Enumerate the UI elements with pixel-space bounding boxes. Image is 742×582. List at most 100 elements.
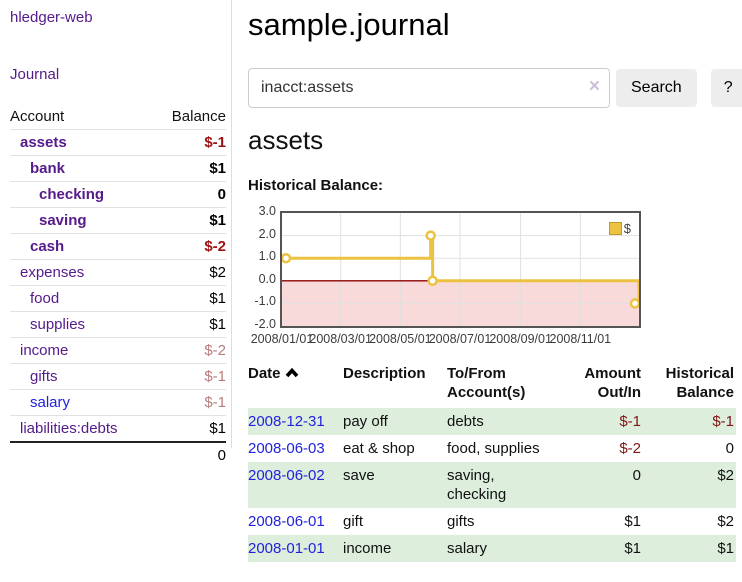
sidebar-account-row: expenses $2 [10, 259, 226, 285]
page-title: sample.journal [248, 7, 450, 42]
register-cell-balance: $-1 [712, 413, 734, 430]
chart-data-point [425, 230, 436, 241]
sort-ascending-icon [285, 364, 299, 383]
search-input[interactable] [248, 68, 610, 108]
register-cell-accounts: debts [447, 413, 484, 430]
sidebar-account-link[interactable]: assets [20, 134, 67, 151]
sidebar-account-balance: $1 [209, 420, 226, 437]
register-cell-accounts: salary [447, 540, 488, 557]
sidebar-account-row: saving $1 [10, 207, 226, 233]
search-button[interactable]: Search [616, 69, 697, 107]
search-form: × Search ? [248, 68, 742, 108]
register-header-balance: Historical Balance [665, 365, 734, 401]
sidebar-account-link[interactable]: salary [30, 394, 71, 411]
register-cell-accounts: food, supplies [447, 440, 540, 457]
y-axis-tick-label: 3.0 [258, 204, 276, 218]
register-cell-accounts: saving, checking [447, 467, 507, 503]
register-cell-balance: $1 [717, 540, 734, 557]
sidebar: hledger-web Journal Account Balance asse… [0, 0, 232, 464]
help-button[interactable]: ? [710, 69, 742, 107]
register-row: 2008-12-31 pay off debts $-1 $-1 [248, 408, 736, 435]
register-cell-description: save [343, 467, 375, 484]
sidebar-account-row: salary $-1 [10, 389, 226, 415]
sidebar-account-link[interactable]: supplies [30, 316, 86, 333]
sidebar-account-row: income $-2 [10, 337, 226, 363]
sidebar-account-balance: $-1 [204, 368, 226, 385]
accounts-table: Account Balance assets $-1 bank $1 checking 0… [10, 104, 226, 468]
register-header-accounts: To/From Account(s) [447, 365, 526, 401]
register-date-link[interactable]: 2008-06-01 [248, 513, 325, 530]
sidebar-account-link[interactable]: gifts [30, 368, 58, 385]
x-axis-tick-label: 2008/07/01 [428, 332, 492, 346]
chart-legend: $ [608, 221, 631, 236]
y-axis-tick-label: -2.0 [254, 317, 276, 331]
register-cell-amount: $1 [624, 513, 641, 530]
y-axis-tick-label: 0.0 [258, 271, 276, 286]
register-cell-description: eat & shop [343, 440, 415, 457]
register-cell-amount: $1 [624, 540, 641, 557]
sidebar-account-balance: $-1 [204, 394, 226, 411]
register-row: 2008-06-03 eat & shop food, supplies $-2 0 [248, 435, 736, 462]
sidebar-account-link[interactable]: saving [39, 212, 87, 229]
register-cell-description: income [343, 540, 392, 557]
account-title: assets [248, 125, 324, 155]
sidebar-item-journal[interactable]: Journal [10, 66, 60, 83]
sidebar-account-balance: $-2 [204, 238, 226, 255]
sidebar-account-link[interactable]: cash [30, 238, 65, 255]
x-axis-tick-label: 2008/09/01 [489, 332, 552, 346]
register-cell-description: gift [343, 513, 364, 530]
register-date-link[interactable]: 2008-01-01 [248, 540, 325, 557]
register-cell-amount: $-1 [619, 413, 641, 430]
sidebar-account-row: checking 0 [10, 181, 226, 207]
sidebar-account-balance: $1 [209, 290, 226, 307]
sidebar-account-balance: $2 [209, 264, 226, 281]
register-date-link[interactable]: 2008-06-03 [248, 440, 325, 457]
x-axis-tick-label: 2008/11/01 [549, 332, 612, 346]
register-date-link[interactable]: 2008-06-02 [248, 467, 325, 484]
y-axis-tick-label: 1.0 [258, 249, 276, 264]
sidebar-account-balance: 0 [217, 186, 226, 203]
sidebar-account-link[interactable]: income [20, 342, 69, 359]
main-content: sample.journal × Search ? assets Histori… [248, 0, 742, 562]
register-header-date[interactable]: Date [248, 361, 343, 408]
sidebar-account-row: food $1 [10, 285, 226, 311]
register-row: 2008-01-01 income salary $1 $1 [248, 535, 736, 562]
accounts-header-balance: Balance [171, 108, 226, 125]
y-axis-tick-label: -1.0 [254, 294, 276, 309]
sidebar-account-link[interactable]: expenses [20, 264, 85, 281]
accounts-table-header: Account Balance [10, 104, 226, 129]
accounts-header-account: Account [10, 108, 65, 125]
y-axis-tick-label: 2.0 [258, 226, 276, 241]
sidebar-account-link[interactable]: liabilities:debts [20, 420, 118, 437]
chart-canvas [282, 213, 639, 326]
sidebar-account-row: gifts $-1 [10, 363, 226, 389]
register-cell-balance: $2 [717, 513, 734, 530]
register-date-link[interactable]: 2008-12-31 [248, 413, 325, 430]
chart-plot-area[interactable]: $ [280, 211, 641, 328]
register-row: 2008-06-02 save saving, checking 0 $2 [248, 462, 736, 508]
x-axis-tick-label: 2008/05/01 [369, 332, 432, 346]
register-header-description: Description [343, 365, 426, 382]
x-axis-tick-label: 2008/03/01 [309, 332, 372, 346]
accounts-total-balance: 0 [217, 447, 226, 464]
sidebar-account-balance: $-2 [204, 342, 226, 359]
sidebar-account-balance: $-1 [204, 134, 226, 151]
sidebar-account-row: bank $1 [10, 155, 226, 181]
sidebar-account-balance: $1 [209, 160, 226, 177]
brand-link[interactable]: hledger-web [10, 9, 93, 26]
register-cell-description: pay off [343, 413, 388, 430]
sidebar-account-link[interactable]: food [30, 290, 60, 307]
clear-search-icon[interactable]: × [588, 76, 600, 97]
sidebar-account-balance: $1 [209, 212, 226, 229]
sidebar-account-link[interactable]: checking [39, 186, 105, 203]
sidebar-account-row: liabilities:debts $1 [10, 415, 226, 441]
register-table: Date Description To/From Account(s) Amou… [248, 361, 736, 562]
sidebar-account-link[interactable]: bank [30, 160, 66, 177]
sidebar-account-row: cash $-2 [10, 233, 226, 259]
chart-label: Historical Balance: [248, 177, 384, 194]
register-header-amount: Amount Out/In [584, 365, 641, 401]
accounts-total-row: 0 [10, 441, 226, 468]
register-header-row: Date Description To/From Account(s) Amou… [248, 361, 736, 408]
sidebar-account-row: supplies $1 [10, 311, 226, 337]
chart-data-point [282, 252, 292, 264]
